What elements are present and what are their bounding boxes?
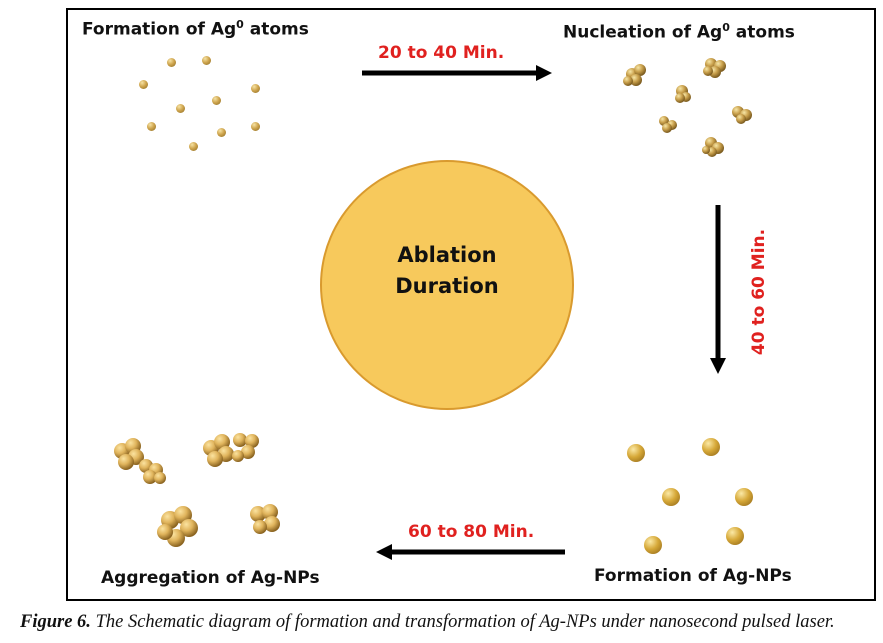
atom: [217, 128, 226, 137]
atom: [189, 142, 198, 151]
aggregation-nps-label: Aggregation of Ag-NPs: [101, 568, 320, 588]
duration-label-1: 20 to 40 Min.: [378, 43, 505, 63]
nanoparticle: [662, 488, 680, 506]
atom: [251, 84, 260, 93]
atom: [167, 58, 176, 67]
nucleus-cluster: [703, 58, 726, 78]
atom: [147, 122, 156, 131]
atom: [202, 56, 211, 65]
ablation-duration-text: Ablation Duration: [395, 243, 499, 298]
atom: [139, 80, 148, 89]
figure-caption: Figure 6. The Schematic diagram of forma…: [20, 612, 835, 633]
ablation-duration-circle: [320, 160, 574, 410]
formation-nps-label: Formation of Ag-NPs: [594, 566, 792, 586]
nucleus-cluster: [702, 137, 724, 157]
arrow-right: [362, 65, 552, 81]
arrow-down: [710, 205, 726, 374]
nanoparticle: [644, 536, 662, 554]
aggregate-cluster: [203, 433, 259, 467]
nucleus-cluster: [659, 116, 677, 133]
aggregate-cluster: [114, 438, 166, 484]
diagram-frame: [66, 8, 876, 601]
nanoparticle: [735, 488, 753, 506]
atom: [212, 96, 221, 105]
figure-caption-text: The Schematic diagram of formation and t…: [90, 612, 835, 632]
nucleus-cluster: [732, 106, 752, 124]
atom: [251, 122, 260, 131]
duration-label-3: 60 to 80 Min.: [408, 522, 535, 542]
nucleation-atoms-label: Nucleation of Ag0 atoms: [563, 21, 795, 43]
aggregate-cluster: [250, 504, 280, 534]
nanoparticle: [702, 438, 720, 456]
nucleus-cluster: [623, 64, 646, 86]
formation-atoms-label: Formation of Ag0 atoms: [82, 18, 309, 40]
atom: [176, 104, 185, 113]
nucleus-cluster: [675, 85, 691, 103]
arrow-left: [376, 544, 565, 560]
aggregate-cluster: [157, 506, 198, 547]
nanoparticle: [726, 527, 744, 545]
figure-caption-label: Figure 6.: [20, 612, 91, 632]
nanoparticle: [627, 444, 645, 462]
